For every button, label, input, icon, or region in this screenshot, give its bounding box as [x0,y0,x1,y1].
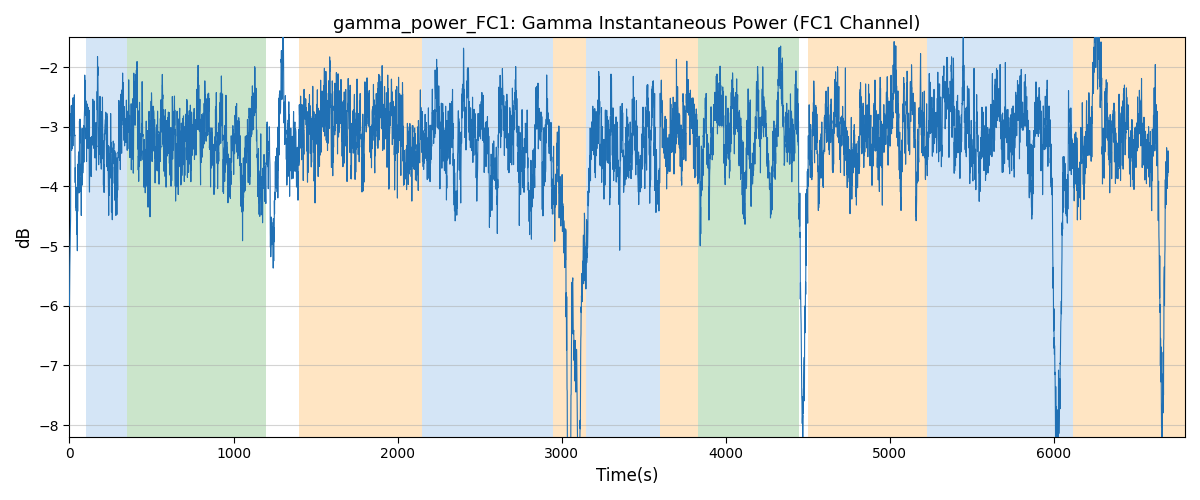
Bar [697,38,799,437]
Bar [299,38,422,437]
Bar [660,38,697,437]
X-axis label: Time(s): Time(s) [596,467,659,485]
Bar [553,38,587,437]
Title: gamma_power_FC1: Gamma Instantaneous Power (FC1 Channel): gamma_power_FC1: Gamma Instantaneous Pow… [334,15,920,34]
Bar [86,38,127,437]
Y-axis label: dB: dB [14,226,32,248]
Bar [1074,38,1186,437]
Bar [587,38,660,437]
Bar [928,38,1074,437]
Bar [422,38,553,437]
Bar [127,38,266,437]
Bar [808,38,928,437]
